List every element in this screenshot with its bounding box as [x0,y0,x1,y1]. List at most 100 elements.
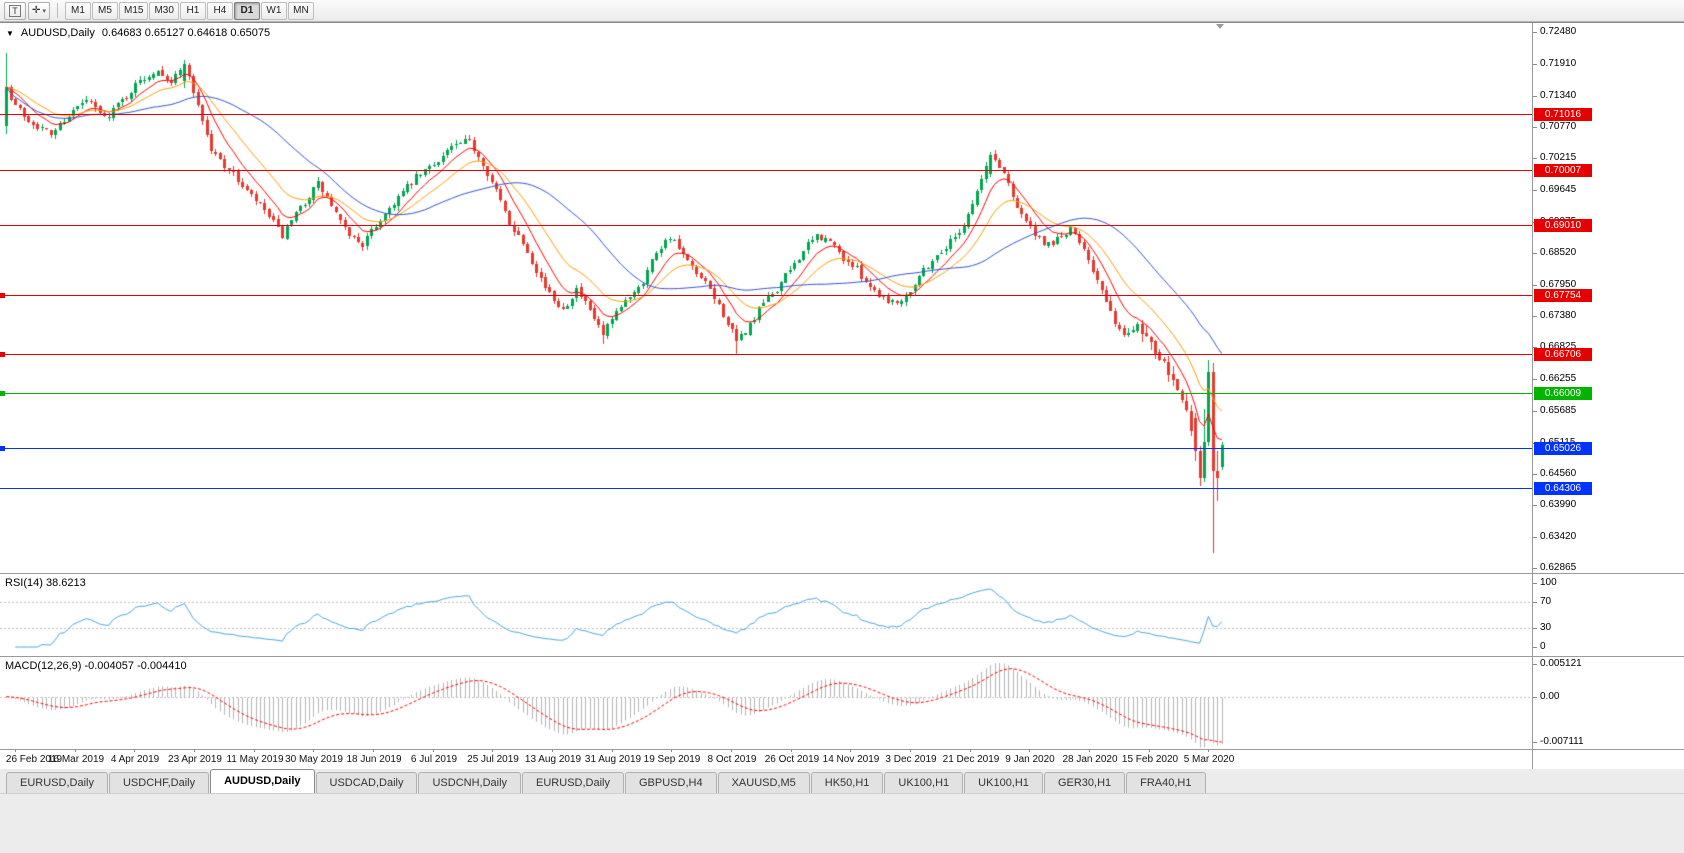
chart-tabs: EURUSD,Daily USDCHF,Daily AUDUSD,Daily USDC… [6,769,1207,793]
chart-tab-uk100-h1[interactable]: UK100,H1 [884,772,964,793]
date-label: 18 Jun 2019 [346,754,402,765]
scale-tick [1533,568,1537,569]
timeframe-button-m1[interactable]: M1 [65,1,91,20]
horizontal-line-0.69010[interactable] [0,225,1532,226]
timeframe-button-mn[interactable]: MN [287,1,314,20]
chart-tab-xauusd-m5[interactable]: XAUUSD,M5 [717,772,810,793]
template-icon: T [9,4,21,17]
timeframe-button-m30[interactable]: M30 [149,1,179,20]
scale-tick-label: 0.63990 [1540,499,1577,510]
scale-tick [1533,96,1537,97]
timeframe-button-w1[interactable]: W1 [260,1,287,20]
date-label: 14 Nov 2019 [822,754,880,765]
scale-tick-label: 0.65685 [1540,405,1577,416]
date-tick [1029,749,1030,752]
timeframe-button-h4[interactable]: H4 [206,1,233,20]
date-label: 15 Feb 2020 [1121,754,1179,765]
date-label: 28 Jan 2020 [1062,754,1118,765]
chart-title: ▼ AUDUSD,Daily 0.64683 0.65127 0.64618 0… [6,27,270,39]
timeframe-button-d1[interactable]: D1 [233,1,260,20]
chart-tab-usdcnh-daily[interactable]: USDCNH,Daily [418,772,522,793]
date-label: 8 Oct 2019 [707,754,757,765]
scale-tick-label: 0.62865 [1540,562,1577,573]
price-scale[interactable]: 0.72480 0.71910 0.71340 0.70770 0.70215 0.696… [1532,23,1684,769]
chart-tab-hk50-h1[interactable]: HK50,H1 [810,772,884,793]
crosshair-tool-button[interactable]: ✛ ▾ [28,1,50,20]
horizontal-line-0.66706[interactable] [0,354,1532,355]
line-drag-handle[interactable] [0,391,5,396]
chart-tab-fra40-h1[interactable]: FRA40,H1 [1126,772,1206,793]
price-chart-canvas[interactable] [0,23,1532,749]
date-tick [671,749,672,752]
timeframe-button-h1[interactable]: H1 [179,1,206,20]
pane-separator-macd[interactable] [0,656,1684,657]
scale-tick-label: 0.00 [1540,691,1560,702]
date-label: 30 May 2019 [285,754,343,765]
date-label: 13 Aug 2019 [524,754,582,765]
line-drag-handle[interactable] [0,446,5,451]
chart-tab-eurusd-daily[interactable]: EURUSD,Daily [6,772,108,793]
price-tag: 0.65026 [1534,442,1592,455]
date-tick [373,749,374,752]
scale-tick [1533,158,1537,159]
chart-tab-usdchf-daily[interactable]: USDCHF,Daily [108,772,210,793]
scale-tick [1533,285,1537,286]
scale-tick [1533,379,1537,380]
horizontal-line-0.71016[interactable] [0,114,1532,115]
date-tick [75,749,76,752]
chevron-down-icon: ▾ [42,7,46,15]
scale-tick-label: 0.70215 [1540,152,1577,163]
price-tag: 0.67754 [1534,289,1592,302]
price-tag: 0.69010 [1534,219,1592,232]
scale-tick [1533,316,1537,317]
date-axis[interactable]: 26 Feb 2019 16 Mar 2019 4 Apr 2019 23 Apr 2… [0,749,1532,769]
scale-tick [1533,32,1537,33]
horizontal-line-0.70007[interactable] [0,170,1532,171]
date-label: 26 Oct 2019 [764,754,820,765]
chart-symbol-period: AUDUSD,Daily [20,27,95,39]
horizontal-line-0.65026[interactable] [0,448,1532,449]
timeframe-button-group: M1 M5 M15 M30 H1 H4 D1 W1 MN [65,1,314,20]
horizontal-line-0.64306[interactable] [0,488,1532,489]
price-tag: 0.70007 [1534,164,1592,177]
date-tick [910,749,911,752]
scale-tick [1533,664,1537,665]
date-tick [1089,749,1090,752]
date-tick [15,749,16,752]
line-drag-handle[interactable] [0,352,5,357]
horizontal-line-0.66009[interactable] [0,393,1532,394]
date-label: 23 Apr 2019 [168,754,222,765]
date-label: 21 Dec 2019 [942,754,1000,765]
scale-tick [1533,411,1537,412]
date-label: 3 Dec 2019 [885,754,937,765]
date-tick [1149,749,1150,752]
scale-tick [1533,190,1537,191]
chart-tab-uk100-h1[interactable]: UK100,H1 [964,772,1043,793]
date-label: 26 Feb 2019 [5,754,63,765]
pane-separator-rsi[interactable] [0,573,1684,574]
chart-shift-marker-icon[interactable] [1216,24,1224,29]
chart-tab-eurusd-daily[interactable]: EURUSD,Daily [522,772,624,793]
chart-tools-button[interactable]: T [4,1,26,20]
date-tick [850,749,851,752]
horizontal-line-0.67754[interactable] [0,295,1532,296]
line-drag-handle[interactable] [0,293,5,298]
scale-tick-label: 0.005121 [1540,658,1582,669]
scale-tick [1533,253,1537,254]
scale-tick-label: 30 [1540,622,1552,633]
chart-tab-audusd-daily[interactable]: AUDUSD,Daily [210,769,315,793]
date-label: 9 Jan 2020 [1005,754,1055,765]
date-label: 19 Sep 2019 [643,754,701,765]
scale-tick [1533,347,1537,348]
chart-tab-ger30-h1[interactable]: GER30,H1 [1043,772,1126,793]
scale-tick-label: 0.71910 [1540,58,1577,69]
timeframe-button-m5[interactable]: M5 [92,1,118,20]
chart-tab-gbpusd-h4[interactable]: GBPUSD,H4 [625,772,717,793]
date-axis-separator [0,749,1684,750]
timeframe-button-m15[interactable]: M15 [119,1,149,20]
scale-tick-label: 100 [1540,577,1557,588]
chart-tab-usdcad-daily[interactable]: USDCAD,Daily [315,772,418,793]
scale-tick-label: 0.67950 [1540,279,1577,290]
price-tag: 0.66706 [1534,348,1592,361]
scale-tick-label: 0.71340 [1540,90,1577,101]
